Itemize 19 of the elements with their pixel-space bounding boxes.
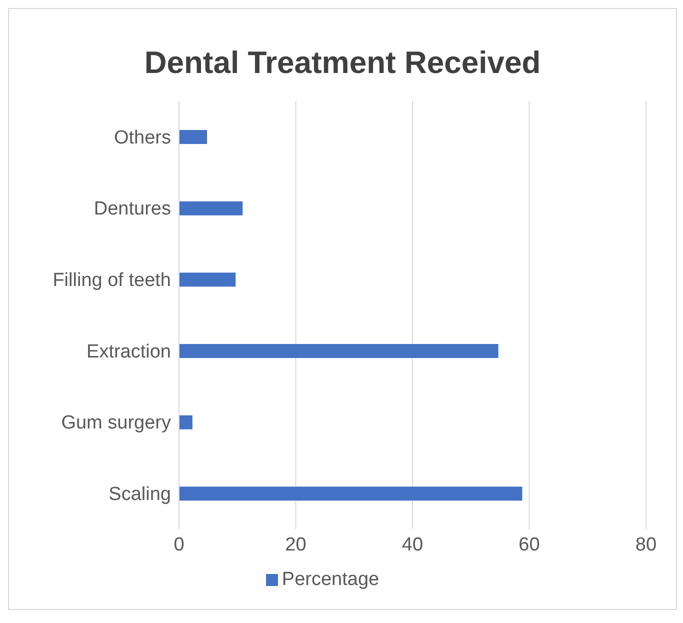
y-tick-label: Gum surgery <box>61 412 172 434</box>
x-tick-label: 60 <box>518 534 540 556</box>
y-tick-label: Scaling <box>108 484 171 506</box>
x-tick-label: 0 <box>174 534 184 556</box>
x-tick-label: 40 <box>402 534 424 556</box>
bar <box>179 415 192 430</box>
x-tick-label: 80 <box>635 534 657 556</box>
bar <box>179 486 522 501</box>
bar <box>179 201 243 216</box>
y-tick-label: Others <box>114 127 171 148</box>
bar <box>179 130 208 144</box>
bar <box>179 344 498 358</box>
x-tick-label: 20 <box>285 534 306 556</box>
chart-title: Dental Treatment Received <box>143 45 542 82</box>
y-tick-label: Filling of teeth <box>52 270 171 292</box>
y-tick-label: Extraction <box>86 341 171 362</box>
bar <box>179 272 236 287</box>
legend-label: Percentage <box>282 569 380 590</box>
y-tick-label: Dentures <box>94 198 171 220</box>
